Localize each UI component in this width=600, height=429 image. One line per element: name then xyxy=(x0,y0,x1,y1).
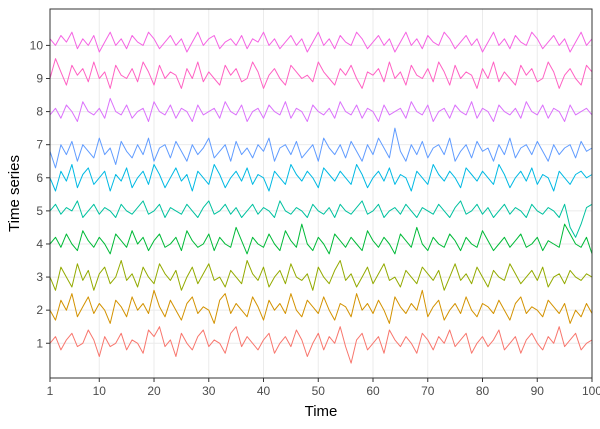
y-tick-label: 4 xyxy=(36,237,43,251)
y-tick-label: 5 xyxy=(36,204,43,218)
series-line-9 xyxy=(49,58,593,89)
x-tick-label: 40 xyxy=(257,384,271,398)
y-tick-label: 8 xyxy=(36,105,43,119)
series-line-8 xyxy=(49,97,593,122)
y-tick-label: 2 xyxy=(36,303,43,317)
y-tick-label: 10 xyxy=(30,38,44,52)
x-tick-label: 1 xyxy=(47,384,54,398)
x-tick-label: 100 xyxy=(582,384,600,398)
y-tick-label: 9 xyxy=(36,71,43,85)
y-tick-label: 6 xyxy=(36,171,43,185)
series-line-2 xyxy=(49,289,593,324)
plot-panel-border xyxy=(49,8,593,379)
x-tick-label: 50 xyxy=(312,384,326,398)
x-tick-label: 90 xyxy=(531,384,545,398)
x-axis-title: Time xyxy=(305,403,338,420)
y-axis-title: Time series xyxy=(6,155,23,232)
x-tick-label: 60 xyxy=(366,384,380,398)
x-tick-label: 70 xyxy=(421,384,435,398)
y-tick-label: 3 xyxy=(36,270,43,284)
series-line-6 xyxy=(49,164,593,192)
series-line-10 xyxy=(49,31,593,53)
y-tick-label: 7 xyxy=(36,138,43,152)
x-tick-label: 10 xyxy=(93,384,107,398)
series-line-1 xyxy=(49,326,593,364)
series-line-7 xyxy=(49,127,593,169)
series-line-3 xyxy=(49,260,593,291)
x-tick-label: 30 xyxy=(202,384,216,398)
series-line-4 xyxy=(49,223,593,255)
x-tick-label: 20 xyxy=(147,384,161,398)
y-tick-label: 1 xyxy=(36,336,43,350)
x-tick-label: 80 xyxy=(476,384,490,398)
series-line-5 xyxy=(49,200,593,238)
axis-ticks: 1 10 20 30 40 50 60 70 80 90 100 1 2 3 4 5 6 7 8 9 10 xyxy=(30,38,600,398)
series-lines xyxy=(49,31,593,364)
